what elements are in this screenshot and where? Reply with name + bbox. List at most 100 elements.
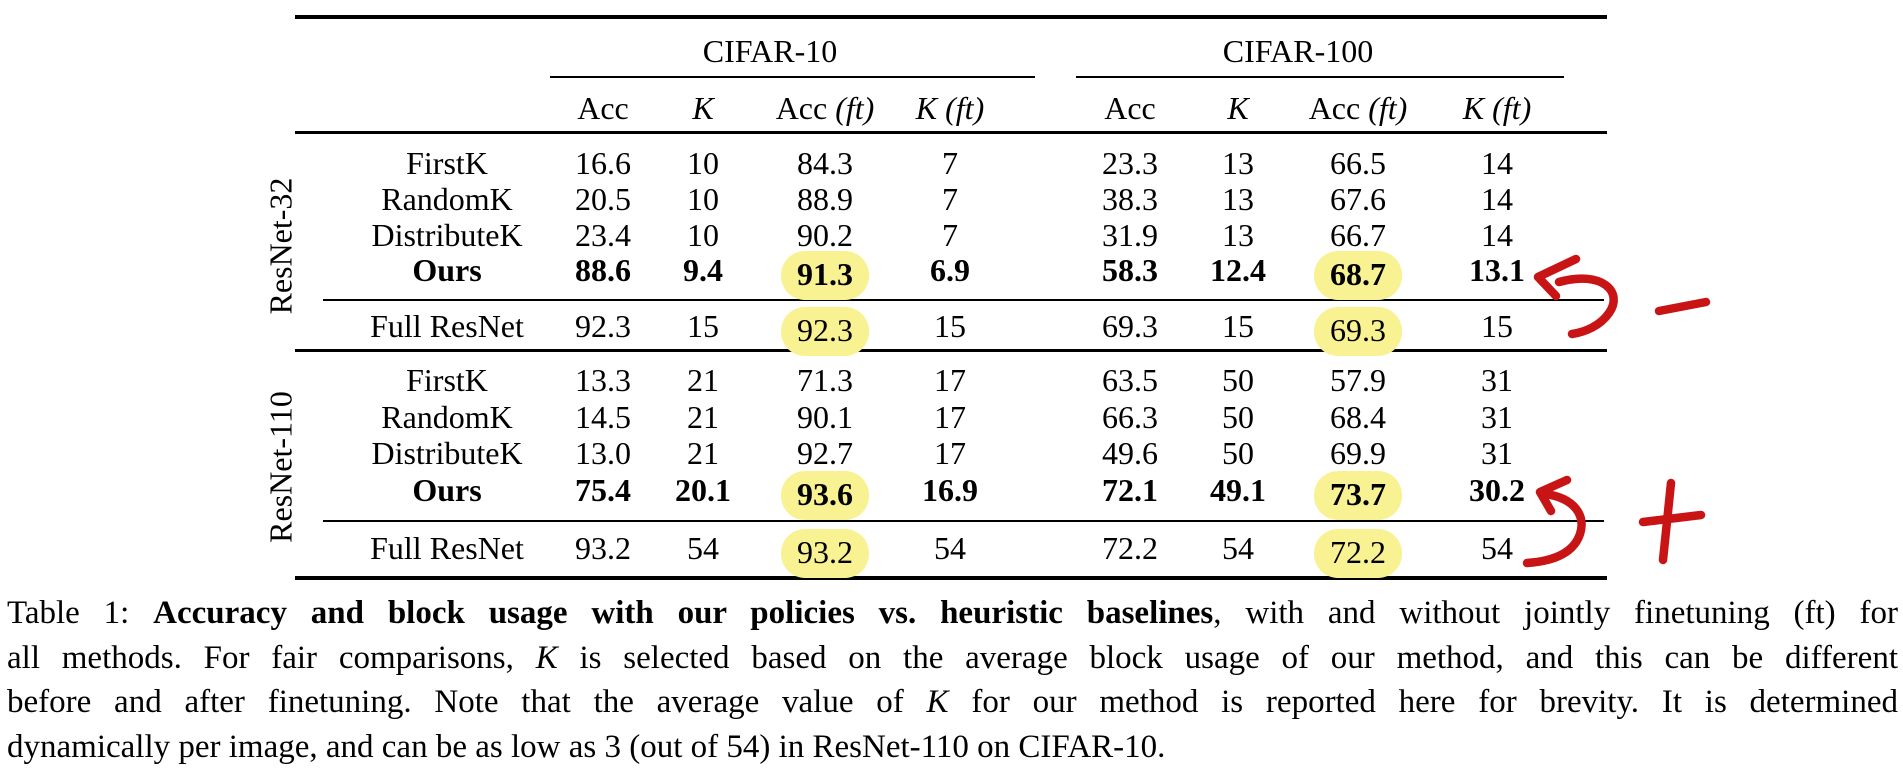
table-rule-resnet110-full-separator bbox=[323, 520, 1604, 522]
value-cell: 90.2 bbox=[797, 217, 853, 253]
value-cell: 90.1 bbox=[797, 399, 853, 435]
caption-bold-text: Accuracy and block usage with our polici… bbox=[153, 595, 1214, 631]
caption-line-1: Table 1: Accuracy and block usage with o… bbox=[7, 591, 1898, 636]
dataset-header-cifar100: CIFAR-100 bbox=[1222, 33, 1374, 69]
value-cell: 14 bbox=[1481, 217, 1513, 253]
value-cell-highlighted: 91.3 bbox=[781, 251, 869, 300]
value-cell-highlighted: 93.6 bbox=[781, 471, 869, 520]
value-cell: 13.3 bbox=[575, 362, 631, 398]
value-cell: 88.9 bbox=[797, 181, 853, 217]
value-cell: 50 bbox=[1222, 399, 1254, 435]
value-cell: 58.3 bbox=[1102, 252, 1158, 288]
value-cell: 54 bbox=[687, 530, 719, 566]
value-cell: 16.6 bbox=[575, 145, 631, 181]
method-label: Full ResNet bbox=[370, 530, 524, 566]
col-header-acc: Acc bbox=[577, 90, 629, 126]
value-cell: 72.2 bbox=[1102, 530, 1158, 566]
value-cell: 23.4 bbox=[575, 217, 631, 253]
value-cell-highlighted: 93.2 bbox=[781, 529, 869, 578]
value-cell: 20.5 bbox=[575, 181, 631, 217]
value-cell: 31 bbox=[1481, 399, 1513, 435]
value-cell: 14.5 bbox=[575, 399, 631, 435]
caption-line-4: dynamically per image, and can be as low… bbox=[7, 728, 1166, 765]
value-cell: 21 bbox=[687, 362, 719, 398]
value-cell: 31.9 bbox=[1102, 217, 1158, 253]
table-rule-group-separator bbox=[295, 349, 1607, 352]
value-cell: 16.9 bbox=[922, 472, 978, 508]
method-label: RandomK bbox=[381, 399, 513, 435]
value-cell: 54 bbox=[1222, 530, 1254, 566]
value-cell: 15 bbox=[1222, 308, 1254, 344]
value-cell: 9.4 bbox=[683, 252, 723, 288]
value-cell: 66.7 bbox=[1330, 217, 1386, 253]
method-label: Full ResNet bbox=[370, 308, 524, 344]
table-rule-cifar100-span bbox=[1076, 76, 1564, 78]
caption-line-3: before and after finetuning. Note that t… bbox=[7, 680, 1898, 725]
table-row-ours: Ours 75.4 20.1 93.6 16.9 72.1 49.1 73.7 … bbox=[0, 471, 1903, 520]
value-cell: 84.3 bbox=[797, 145, 853, 181]
table-caption: Table 1: Accuracy and block usage with o… bbox=[7, 591, 1898, 769]
dataset-header-cifar10: CIFAR-10 bbox=[702, 33, 838, 69]
table-row: FirstK 16.6 10 84.3 7 23.3 13 66.5 14 bbox=[0, 144, 1903, 182]
value-cell: 23.3 bbox=[1102, 145, 1158, 181]
header-text: K bbox=[1462, 90, 1485, 126]
value-cell: 30.2 bbox=[1469, 472, 1525, 508]
value-cell: 10 bbox=[687, 145, 719, 181]
caption-text: all methods. For fair comparisons, bbox=[7, 639, 536, 676]
method-label: RandomK bbox=[381, 181, 513, 217]
caption-text: is selected based on the average block u… bbox=[557, 639, 1898, 676]
col-header-k: K bbox=[1227, 90, 1249, 126]
header-text: K bbox=[915, 90, 938, 126]
value-cell-highlighted: 73.7 bbox=[1314, 471, 1402, 520]
value-cell: 92.7 bbox=[797, 435, 853, 471]
value-cell: 63.5 bbox=[1102, 362, 1158, 398]
column-header-row: Acc K Acc (ft) K (ft) Acc K Acc (ft) K (… bbox=[0, 89, 1903, 127]
caption-text: for our method is reported here for brev… bbox=[948, 684, 1898, 720]
value-cell-highlighted: 69.3 bbox=[1314, 307, 1402, 356]
caption-text: before and after finetuning. Note that t… bbox=[7, 684, 927, 720]
table-row: DistributeK 23.4 10 90.2 7 31.9 13 66.7 … bbox=[0, 216, 1903, 254]
header-ft-text: (ft) bbox=[1492, 90, 1532, 126]
value-cell: 7 bbox=[942, 145, 958, 181]
value-cell-highlighted: 72.2 bbox=[1314, 529, 1402, 578]
value-cell: 54 bbox=[1481, 530, 1513, 566]
value-cell-highlighted: 68.7 bbox=[1314, 251, 1402, 300]
value-cell: 13.0 bbox=[575, 435, 631, 471]
value-cell: 49.1 bbox=[1210, 472, 1266, 508]
caption-math-k: K bbox=[535, 639, 558, 676]
value-cell: 93.2 bbox=[575, 530, 631, 566]
value-cell: 75.4 bbox=[575, 472, 631, 508]
method-label: FirstK bbox=[406, 145, 488, 181]
value-cell: 31 bbox=[1481, 362, 1513, 398]
col-header-acc-ft: Acc (ft) bbox=[776, 89, 875, 127]
value-cell: 14 bbox=[1481, 145, 1513, 181]
col-header-k-ft: K (ft) bbox=[916, 89, 984, 127]
table-rule-cifar10-span bbox=[550, 76, 1035, 78]
value-cell: 13.1 bbox=[1469, 252, 1525, 288]
value-cell: 13 bbox=[1222, 217, 1254, 253]
value-cell: 50 bbox=[1222, 435, 1254, 471]
col-header-k: K bbox=[692, 90, 714, 126]
value-cell: 15 bbox=[934, 308, 966, 344]
value-cell: 50 bbox=[1222, 362, 1254, 398]
table-row-full-resnet: Full ResNet 93.2 54 93.2 54 72.2 54 72.2… bbox=[0, 529, 1903, 578]
col-header-acc: Acc bbox=[1104, 90, 1156, 126]
method-label: DistributeK bbox=[371, 435, 523, 471]
caption-line-2: all methods. For fair comparisons, K is … bbox=[7, 636, 1898, 681]
value-cell: 10 bbox=[687, 181, 719, 217]
table-rule-below-header bbox=[295, 131, 1607, 134]
table-row-ours: Ours 88.6 9.4 91.3 6.9 58.3 12.4 68.7 13… bbox=[0, 251, 1903, 300]
table-row: RandomK 14.5 21 90.1 17 66.3 50 68.4 31 bbox=[0, 398, 1903, 436]
header-text: Acc bbox=[775, 90, 828, 126]
method-label: Ours bbox=[412, 472, 482, 508]
value-cell: 71.3 bbox=[797, 362, 853, 398]
value-cell: 21 bbox=[687, 399, 719, 435]
value-cell: 68.4 bbox=[1330, 399, 1386, 435]
value-cell: 69.9 bbox=[1330, 435, 1386, 471]
value-cell: 31 bbox=[1481, 435, 1513, 471]
value-cell: 7 bbox=[942, 181, 958, 217]
method-label: DistributeK bbox=[371, 217, 523, 253]
caption-text: Table 1: bbox=[7, 595, 154, 631]
col-header-acc-ft: Acc (ft) bbox=[1309, 89, 1408, 127]
